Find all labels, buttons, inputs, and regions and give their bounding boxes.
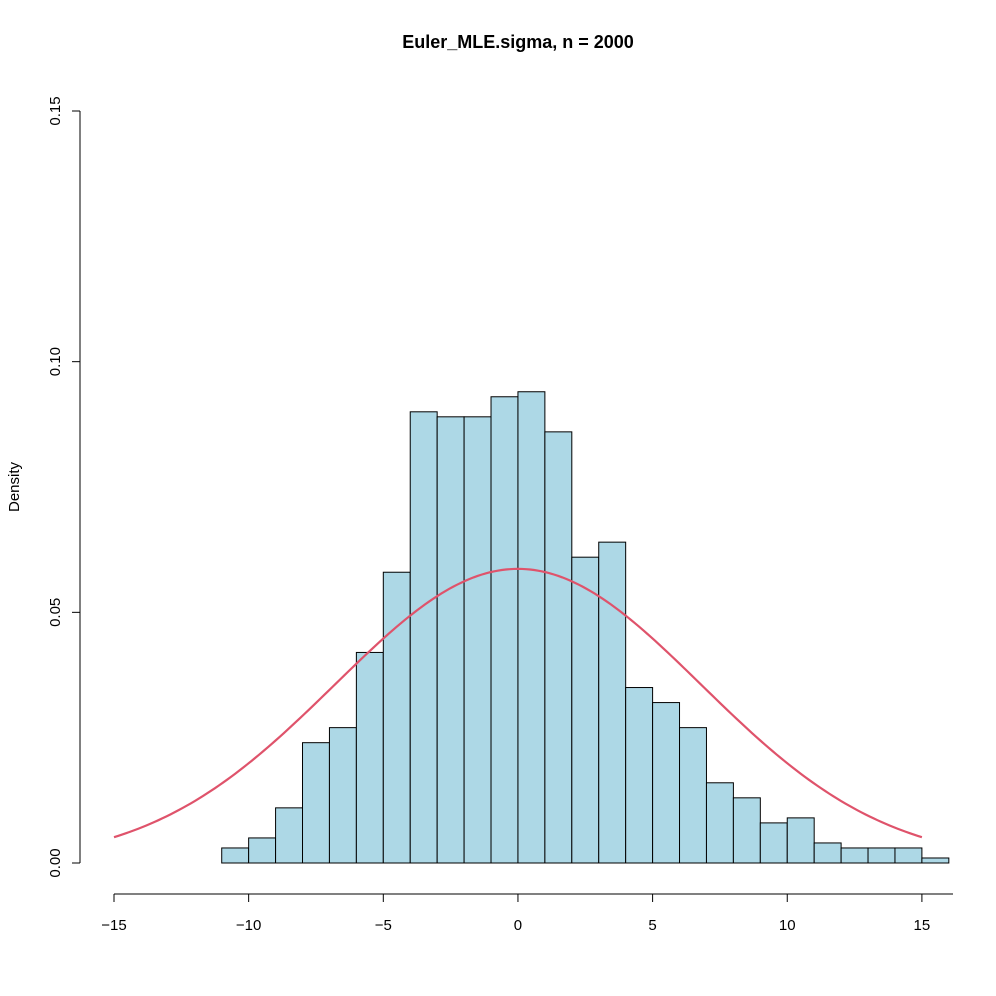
histogram-bar-3 [302,742,330,864]
histogram-bar-15 [625,687,654,864]
histogram-bar-4 [328,727,357,864]
y-tick-label: 0.05 [47,598,64,627]
histogram-bar-25 [894,847,923,864]
histogram-bar-8 [436,416,465,864]
histogram-bar-18 [705,782,734,864]
histogram-bar-10 [490,396,519,864]
histogram-bar-14 [598,541,627,864]
x-tick-label: 0 [514,917,522,934]
y-axis-label: Density [6,461,23,512]
histogram-bar-1 [248,837,277,864]
histogram-bar-17 [679,727,707,864]
y-tick-label: 0.00 [47,848,64,877]
histogram-bar-24 [867,847,896,864]
histogram-bar-16 [652,702,681,864]
histogram-bar-5 [355,651,384,864]
chart-title: Euler_MLE.sigma, n = 2000 [402,32,634,52]
histogram-bar-21 [786,817,815,864]
density-curve [113,567,923,839]
histogram-bar-11 [517,391,546,864]
histogram-bar-26 [921,857,950,864]
histogram-bars [221,391,950,864]
y-tick-label: 0.15 [47,96,64,125]
x-tick-label: 10 [779,917,796,934]
histogram-bar-6 [382,571,411,864]
histogram-bar-22 [813,842,842,864]
x-axis: −15 −10 −5 0 5 10 15 [101,893,953,934]
histogram-bar-2 [275,807,304,864]
histogram-bar-9 [463,416,492,864]
histogram-bar-12 [544,431,573,864]
y-tick-label: 0.10 [47,347,64,376]
x-tick-label: −10 [236,917,261,934]
histogram-bar-13 [571,556,600,864]
histogram-bar-23 [840,847,869,864]
x-tick-label: 15 [914,917,931,934]
x-tick-label: 5 [648,917,656,934]
y-axis: 0.00 0.05 0.10 0.15 [47,96,81,878]
histogram-bar-19 [732,797,761,864]
histogram-bar-0 [221,847,250,864]
histogram-bar-7 [409,411,438,864]
histogram-bar-20 [759,822,788,864]
x-tick-label: −15 [101,917,126,934]
x-tick-label: −5 [375,917,392,934]
